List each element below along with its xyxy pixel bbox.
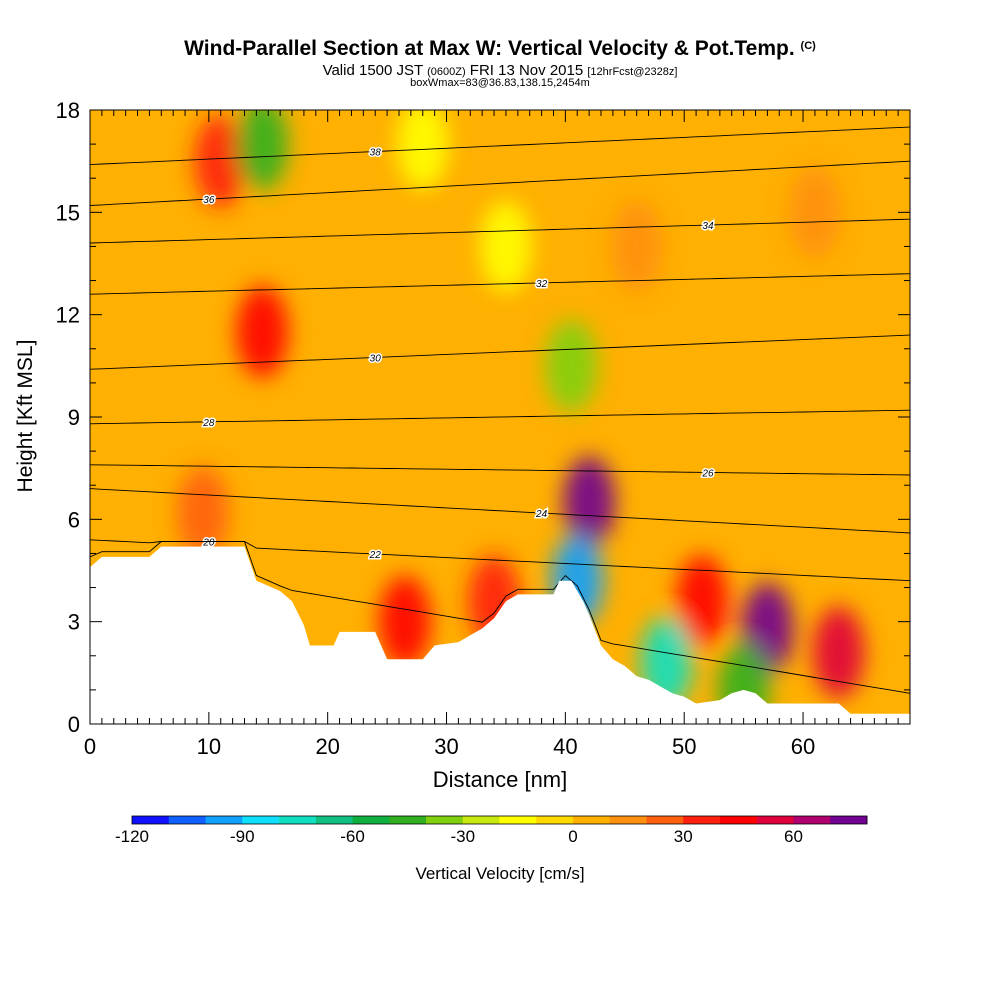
y-tick-label: 6 [68,507,80,532]
velocity-cell [563,456,616,549]
velocity-cell [676,555,729,648]
isentrope-line [90,160,910,206]
x-tick-label: 40 [553,734,577,759]
isentrope-line [90,409,910,425]
isentrope-line [90,126,910,166]
isentrope-label: 36 [203,195,215,206]
y-tick-label: 0 [68,712,80,737]
colorbar-tick-label: 0 [568,827,577,846]
isentrope-label: 30 [370,353,382,364]
velocity-cell [788,166,841,259]
terrain-mask [90,546,910,724]
colorbar-label: Vertical Velocity [cm/s] [415,864,585,883]
velocity-cell [378,575,431,668]
isentrope-label: 24 [535,509,548,520]
x-tick-label: 30 [434,734,458,759]
colorbar-segment [573,816,611,824]
velocity-cell [236,110,289,191]
colorbar-segment [426,816,464,824]
x-tick-label: 0 [84,734,96,759]
isentrope-label: 32 [536,279,548,290]
colorbar: -120 -90 -60 -30 0 30 60 [115,815,868,846]
x-tick-label: 10 [197,734,221,759]
colorbar-segment [646,816,684,824]
chart-title: Wind-Parallel Section at Max W: Vertical… [184,37,816,60]
colorbar-tick-label: -60 [340,827,365,846]
isentrope-label: 26 [701,468,714,479]
colorbar-segment [609,816,647,824]
colorbar-segment [279,816,317,824]
velocity-cell [236,285,289,378]
y-tick-label: 18 [56,98,80,123]
y-tick-label: 15 [56,200,80,225]
colorbar-segment [499,816,537,824]
colorbar-segment [315,816,353,824]
colorbar-segment [205,816,243,824]
isentrope-line [90,218,910,244]
colorbar-segment [536,816,574,824]
colorbar-frame [131,815,868,825]
y-tick-label: 9 [68,405,80,430]
velocity-cell [812,606,865,699]
x-tick-label: 60 [791,734,815,759]
x-axis-label: Distance [nm] [432,767,568,792]
velocity-cell [545,319,598,412]
velocity-cell [610,200,663,293]
colorbar-tick-label: -120 [115,827,149,846]
chart-box-info: boxWmax=83@36.83,138.15,2454m [410,77,590,89]
colorbar-segment [830,816,868,824]
isentrope-line [90,334,910,370]
isentrope-line [90,539,910,582]
colorbar-segment [720,816,758,824]
isentrope-label: 28 [202,418,215,429]
velocity-cell [479,200,532,293]
isentrope-label: 34 [702,221,714,232]
isentrope-label: 20 [202,538,215,549]
y-tick-label: 3 [68,610,80,635]
isentrope-label: 38 [370,148,382,159]
colorbar-tick-label: -90 [230,827,255,846]
velocity-cell [176,466,229,559]
velocity-cell [194,115,247,208]
colorbar-tick-label: 60 [784,827,803,846]
x-tick-label: 50 [672,734,696,759]
isentrope-line [90,273,910,295]
y-tick-label: 12 [56,303,80,328]
colorbar-tick-label: -30 [450,827,475,846]
colorbar-tick-label: 30 [674,827,693,846]
plot-area: 20 22 24 26 28 30 32 34 36 38 [90,110,910,724]
velocity-cell [396,110,449,191]
isentrope-line [90,488,910,534]
colorbar-segment [462,816,500,824]
colorbar-segment [168,816,206,824]
chart-subtitle: Valid 1500 JST (0600Z) FRI 13 Nov 2015 [… [322,62,678,79]
isentrope-line [90,464,910,476]
isentrope-label: 22 [369,550,382,561]
colorbar-segment [683,816,721,824]
colorbar-segment [793,816,831,824]
colorbar-segment [389,816,427,824]
colorbar-segment [132,816,170,824]
colorbar-segment [756,816,794,824]
colorbar-segment [352,816,390,824]
x-tick-label: 20 [315,734,339,759]
colorbar-segment [242,816,280,824]
